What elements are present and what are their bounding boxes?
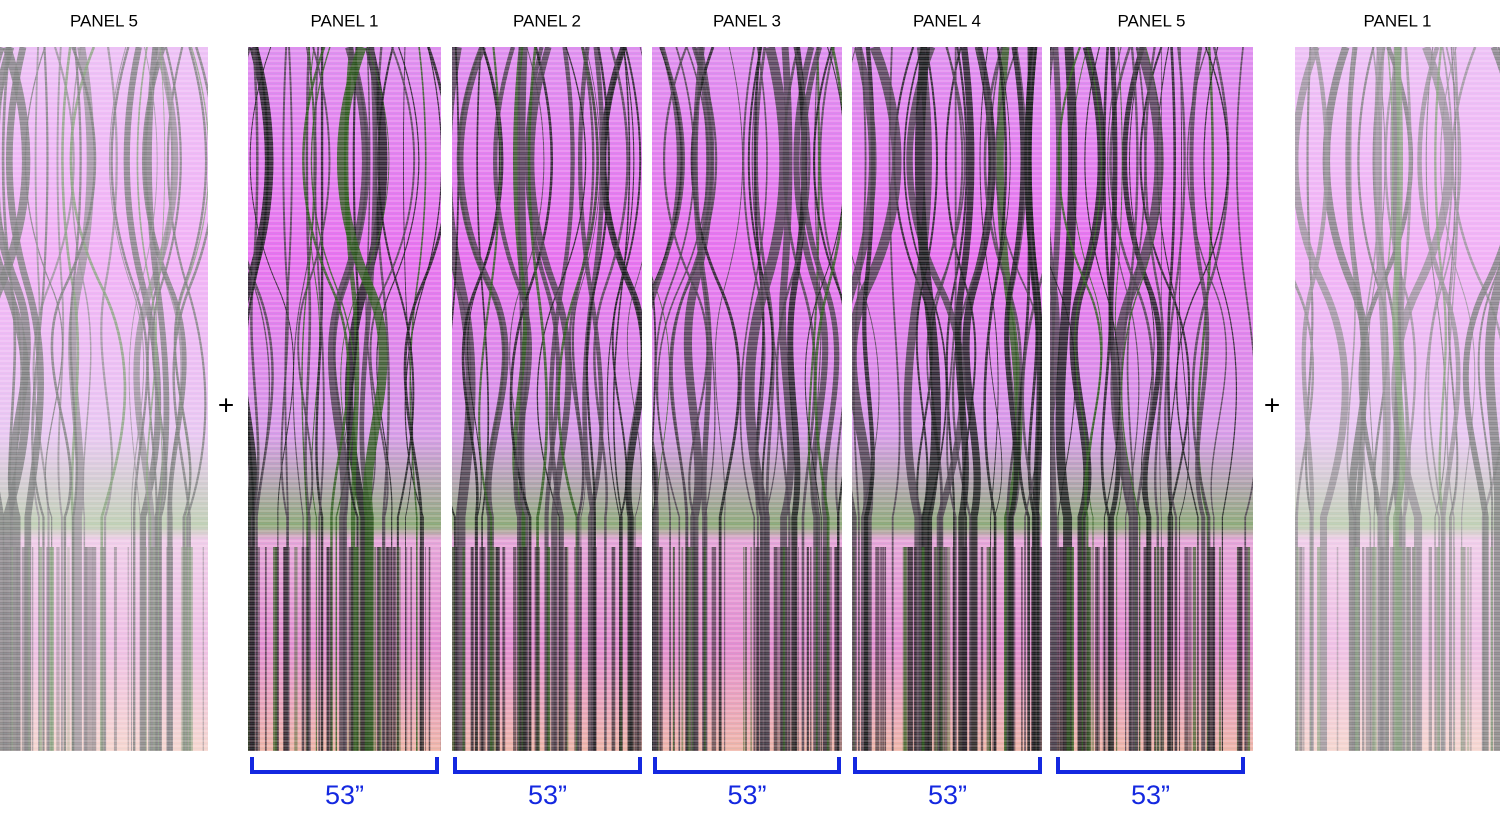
panel-label: PANEL 5 bbox=[70, 11, 138, 30]
wallpaper-panel bbox=[1295, 47, 1500, 751]
scanlines bbox=[652, 47, 842, 751]
width-bracket bbox=[453, 757, 642, 774]
panel-label: PANEL 4 bbox=[913, 11, 981, 30]
width-bracket bbox=[853, 757, 1042, 774]
panel-label: PANEL 3 bbox=[713, 11, 781, 30]
width-label: 53” bbox=[1131, 780, 1170, 810]
width-label: 53” bbox=[928, 780, 967, 810]
width-bracket bbox=[1056, 757, 1245, 774]
scanlines bbox=[1050, 47, 1253, 751]
scanlines bbox=[248, 47, 441, 751]
scanlines bbox=[1295, 47, 1500, 751]
width-label: 53” bbox=[325, 780, 364, 810]
wallpaper-panel bbox=[0, 47, 208, 751]
scanlines bbox=[0, 47, 208, 751]
scanlines bbox=[852, 47, 1042, 751]
panel-label: PANEL 2 bbox=[513, 11, 581, 30]
join-mark: + bbox=[218, 389, 234, 420]
width-label: 53” bbox=[727, 780, 766, 810]
join-mark: + bbox=[1264, 389, 1280, 420]
panel-label: PANEL 5 bbox=[1117, 11, 1185, 30]
wallpaper-panel bbox=[852, 47, 1042, 751]
width-bracket bbox=[250, 757, 439, 774]
wallpaper-panel bbox=[652, 47, 842, 751]
panel-label: PANEL 1 bbox=[1363, 11, 1431, 30]
width-bracket bbox=[653, 757, 841, 774]
stripe bbox=[440, 547, 441, 751]
scanlines bbox=[452, 47, 642, 751]
panel-label: PANEL 1 bbox=[310, 11, 378, 30]
wallpaper-panel bbox=[1050, 47, 1253, 751]
wallpaper-panel bbox=[248, 47, 441, 751]
wallpaper-panel bbox=[452, 47, 642, 751]
width-label: 53” bbox=[528, 780, 567, 810]
